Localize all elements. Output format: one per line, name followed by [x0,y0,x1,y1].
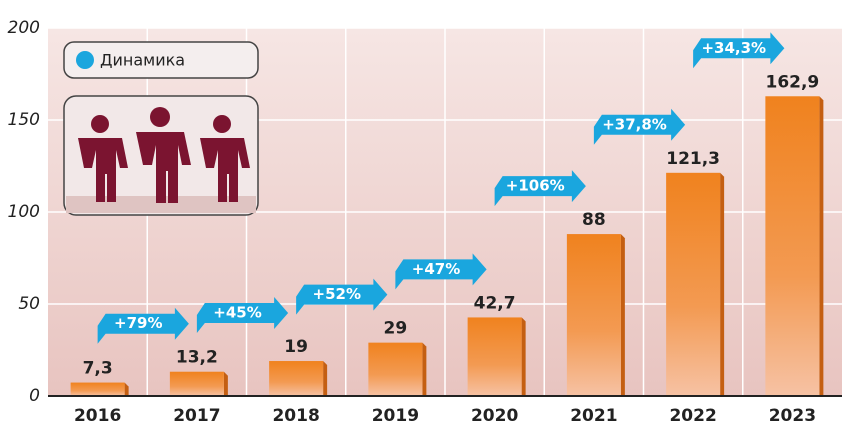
legend: Динамика [64,42,258,78]
value-label: 162,9 [765,72,819,92]
bar [666,173,720,396]
x-tick-label: 2020 [471,406,518,424]
bar [170,372,224,396]
x-tick-label: 2021 [570,406,617,424]
value-label: 42,7 [474,293,516,313]
legend-label: Динамика [100,51,185,70]
value-label: 29 [384,319,408,339]
value-label: 19 [284,337,308,357]
chart: Динамика +79% +45% +52% +47% +106% +37,8% +34,… [0,0,842,424]
bar-side [819,96,823,396]
growth-label: +47% [412,260,460,278]
x-tick-label: 2017 [173,406,220,424]
growth-label: +52% [313,285,361,303]
bar-side [422,343,426,396]
growth-label: +34,3% [701,39,766,57]
x-tick-label: 2019 [372,406,419,424]
bar [71,383,125,396]
growth-label: +45% [213,304,261,322]
value-label: 88 [582,210,606,230]
value-label: 7,3 [83,359,113,379]
legend-marker [76,51,94,69]
bar [468,317,522,396]
y-tick-label: 100 [8,202,40,222]
bar [567,234,621,396]
y-tick-label: 50 [18,294,40,314]
x-tick-label: 2018 [272,406,319,424]
x-tick-label: 2023 [769,406,816,424]
bar-side [720,173,724,396]
y-tick-label: 150 [8,110,40,130]
bar [765,96,819,396]
y-tick-label: 200 [8,18,40,38]
bar [269,361,323,396]
value-label: 13,2 [176,348,218,368]
bar-side [621,234,625,396]
bar-side [522,317,526,396]
bar-side [224,372,228,396]
growth-label: +106% [506,177,565,195]
value-label: 121,3 [666,149,720,169]
x-tick-label: 2016 [74,406,121,424]
y-tick-label: 0 [29,386,40,406]
illustration [64,96,258,215]
x-tick-label: 2022 [669,406,716,424]
growth-label: +79% [114,314,162,332]
growth-label: +37,8% [602,115,667,133]
bar-side [323,361,327,396]
bar [368,343,422,396]
